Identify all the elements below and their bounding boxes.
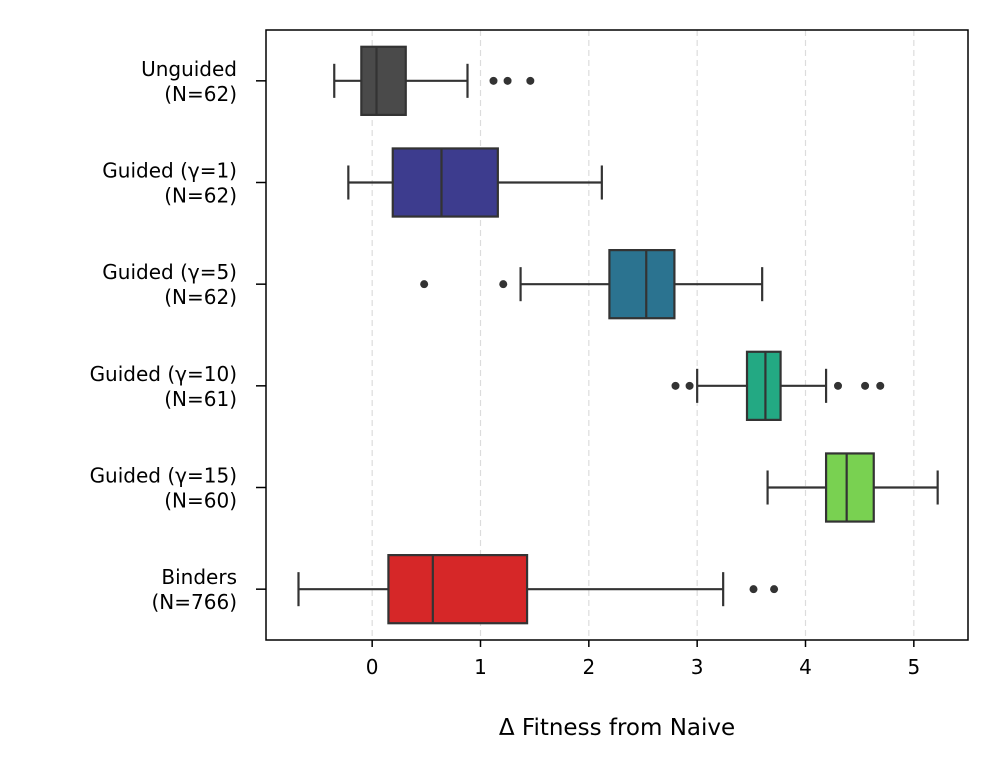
box-group bbox=[766, 452, 939, 523]
plot-frame bbox=[265, 29, 969, 641]
y-tick-label-count: (N=766) bbox=[152, 590, 238, 614]
y-tick-label-count: (N=62) bbox=[164, 285, 237, 309]
x-tick-label: 5 bbox=[907, 655, 920, 679]
x-tick-label: 0 bbox=[366, 655, 379, 679]
x-tick-label: 3 bbox=[691, 655, 704, 679]
y-tick-label-count: (N=62) bbox=[164, 184, 237, 208]
x-tick-label: 1 bbox=[474, 655, 487, 679]
grid-lines bbox=[371, 30, 915, 640]
x-axis-label: Δ Fitness from Naive bbox=[499, 715, 735, 741]
iqr-box bbox=[387, 554, 529, 625]
box-group bbox=[420, 249, 764, 320]
iqr-box bbox=[391, 147, 499, 218]
plot-area bbox=[266, 30, 968, 640]
outlier-point bbox=[834, 381, 842, 390]
outlier-point bbox=[499, 280, 508, 289]
y-axis-ticks: Unguided(N=62)Guided (γ=1)(N=62)Guided (… bbox=[90, 57, 266, 614]
box-group bbox=[333, 45, 535, 116]
outlier-point bbox=[861, 381, 870, 390]
y-tick-label-count: (N=62) bbox=[164, 82, 237, 106]
outlier-point bbox=[685, 381, 694, 390]
outlier-point bbox=[489, 76, 498, 85]
boxes-layer bbox=[297, 45, 939, 625]
y-tick-label-name: Guided (γ=15) bbox=[90, 464, 237, 488]
y-tick-label-count: (N=60) bbox=[164, 489, 237, 513]
iqr-box bbox=[608, 249, 676, 320]
outlier-point bbox=[770, 585, 779, 594]
x-tick-label: 4 bbox=[799, 655, 812, 679]
box-group bbox=[671, 350, 885, 421]
y-tick-label-name: Guided (γ=10) bbox=[90, 362, 237, 386]
y-tick-label-count: (N=61) bbox=[164, 387, 237, 411]
y-tick-label-name: Binders bbox=[161, 565, 237, 589]
outlier-point bbox=[671, 381, 680, 390]
outlier-point bbox=[876, 381, 885, 390]
iqr-box bbox=[745, 350, 782, 421]
x-axis-ticks: 0 1 2 3 4 5 bbox=[366, 640, 920, 679]
y-tick-label-name: Guided (γ=1) bbox=[102, 159, 237, 183]
y-tick-label-name: Unguided bbox=[141, 57, 237, 81]
iqr-box bbox=[824, 452, 875, 523]
outlier-point bbox=[503, 76, 512, 85]
outlier-point bbox=[420, 280, 429, 289]
y-tick-label-name: Guided (γ=5) bbox=[102, 260, 237, 284]
x-tick-label: 2 bbox=[582, 655, 595, 679]
iqr-box bbox=[360, 45, 407, 116]
box-group bbox=[297, 554, 779, 625]
outlier-point bbox=[526, 76, 535, 85]
outlier-point bbox=[749, 585, 758, 594]
box-group bbox=[347, 147, 603, 218]
